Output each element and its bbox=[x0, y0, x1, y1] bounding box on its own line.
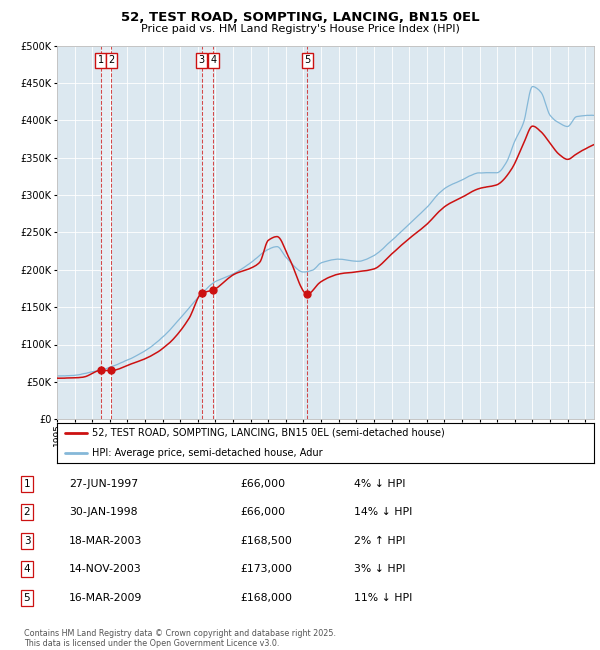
Bar bbox=[101, 46, 111, 419]
Text: £173,000: £173,000 bbox=[240, 564, 292, 575]
Text: Price paid vs. HM Land Registry's House Price Index (HPI): Price paid vs. HM Land Registry's House … bbox=[140, 24, 460, 34]
Text: 18-MAR-2003: 18-MAR-2003 bbox=[69, 536, 142, 546]
Text: 30-JAN-1998: 30-JAN-1998 bbox=[69, 507, 137, 517]
Text: 2: 2 bbox=[23, 507, 31, 517]
Text: 27-JUN-1997: 27-JUN-1997 bbox=[69, 478, 138, 489]
Text: £66,000: £66,000 bbox=[240, 507, 285, 517]
Bar bbox=[202, 46, 213, 419]
Text: 3: 3 bbox=[199, 55, 205, 66]
Text: 1: 1 bbox=[23, 478, 31, 489]
Text: 4: 4 bbox=[23, 564, 31, 575]
Text: 52, TEST ROAD, SOMPTING, LANCING, BN15 0EL (semi-detached house): 52, TEST ROAD, SOMPTING, LANCING, BN15 0… bbox=[92, 428, 445, 437]
Text: 4% ↓ HPI: 4% ↓ HPI bbox=[354, 478, 406, 489]
Text: HPI: Average price, semi-detached house, Adur: HPI: Average price, semi-detached house,… bbox=[92, 448, 323, 458]
Text: 14% ↓ HPI: 14% ↓ HPI bbox=[354, 507, 412, 517]
Text: £168,500: £168,500 bbox=[240, 536, 292, 546]
Text: 1: 1 bbox=[98, 55, 104, 66]
Text: 2% ↑ HPI: 2% ↑ HPI bbox=[354, 536, 406, 546]
Text: 11% ↓ HPI: 11% ↓ HPI bbox=[354, 593, 412, 603]
Text: 5: 5 bbox=[23, 593, 31, 603]
Text: 5: 5 bbox=[304, 55, 310, 66]
Text: 52, TEST ROAD, SOMPTING, LANCING, BN15 0EL: 52, TEST ROAD, SOMPTING, LANCING, BN15 0… bbox=[121, 11, 479, 24]
Text: 3% ↓ HPI: 3% ↓ HPI bbox=[354, 564, 406, 575]
Text: £168,000: £168,000 bbox=[240, 593, 292, 603]
Text: 2: 2 bbox=[108, 55, 115, 66]
Text: 16-MAR-2009: 16-MAR-2009 bbox=[69, 593, 142, 603]
Text: 14-NOV-2003: 14-NOV-2003 bbox=[69, 564, 142, 575]
Text: 4: 4 bbox=[210, 55, 216, 66]
Text: 3: 3 bbox=[23, 536, 31, 546]
Text: Contains HM Land Registry data © Crown copyright and database right 2025.
This d: Contains HM Land Registry data © Crown c… bbox=[24, 629, 336, 648]
Text: £66,000: £66,000 bbox=[240, 478, 285, 489]
